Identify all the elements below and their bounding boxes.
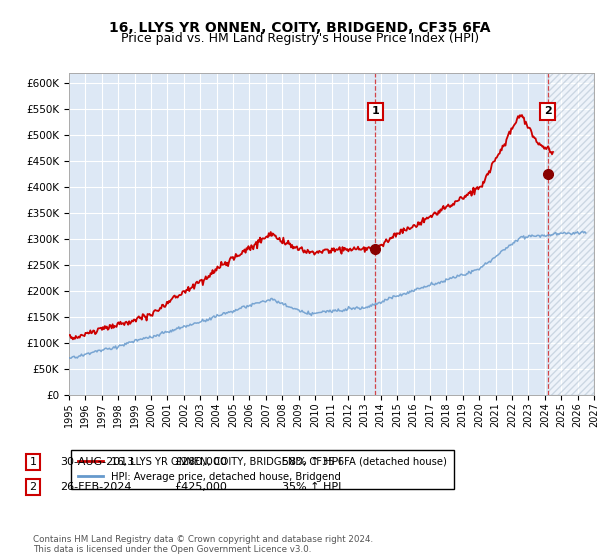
Bar (548, 73, 594, 395)
Text: 1: 1 (371, 106, 379, 116)
Text: £280,000: £280,000 (174, 457, 227, 467)
Text: 2: 2 (544, 106, 551, 116)
Text: 1: 1 (29, 457, 37, 467)
Text: 35% ↑ HPI: 35% ↑ HPI (282, 482, 341, 492)
Text: £425,000: £425,000 (174, 482, 227, 492)
Text: 16, LLYS YR ONNEN, COITY, BRIDGEND, CF35 6FA: 16, LLYS YR ONNEN, COITY, BRIDGEND, CF35… (109, 21, 491, 35)
Text: 58% ↑ HPI: 58% ↑ HPI (282, 457, 341, 467)
Text: 2: 2 (29, 482, 37, 492)
Text: 30-AUG-2013: 30-AUG-2013 (60, 457, 134, 467)
Legend: 16, LLYS YR ONNEN, COITY, BRIDGEND, CF35 6FA (detached house), HPI: Average pric: 16, LLYS YR ONNEN, COITY, BRIDGEND, CF35… (71, 450, 454, 489)
Text: Price paid vs. HM Land Registry's House Price Index (HPI): Price paid vs. HM Land Registry's House … (121, 32, 479, 45)
Text: 26-FEB-2024: 26-FEB-2024 (60, 482, 131, 492)
Text: Contains HM Land Registry data © Crown copyright and database right 2024.
This d: Contains HM Land Registry data © Crown c… (33, 535, 373, 554)
